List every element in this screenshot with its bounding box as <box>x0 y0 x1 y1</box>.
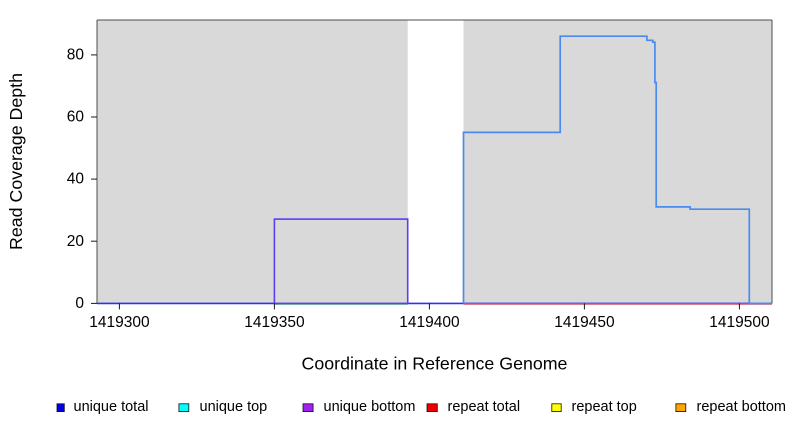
svg-text:80: 80 <box>67 47 85 64</box>
svg-text:1419400: 1419400 <box>399 314 460 331</box>
svg-text:0: 0 <box>75 295 84 312</box>
svg-text:repeat top: repeat top <box>572 399 637 415</box>
svg-text:1419500: 1419500 <box>709 314 770 331</box>
svg-text:repeat total: repeat total <box>448 399 521 415</box>
svg-text:repeat bottom: repeat bottom <box>697 399 786 415</box>
svg-text:20: 20 <box>67 233 85 250</box>
svg-text:unique total: unique total <box>74 399 149 415</box>
svg-text:40: 40 <box>67 171 85 188</box>
svg-text:1419350: 1419350 <box>244 314 305 331</box>
svg-text:1419450: 1419450 <box>554 314 615 331</box>
svg-text:1419300: 1419300 <box>89 314 150 331</box>
svg-text:60: 60 <box>67 109 85 126</box>
svg-text:unique bottom: unique bottom <box>324 399 416 415</box>
svg-text:unique top: unique top <box>200 399 268 415</box>
svg-text:Read Coverage Depth: Read Coverage Depth <box>6 73 26 250</box>
svg-text:Coordinate in Reference Genome: Coordinate in Reference Genome <box>302 354 568 374</box>
